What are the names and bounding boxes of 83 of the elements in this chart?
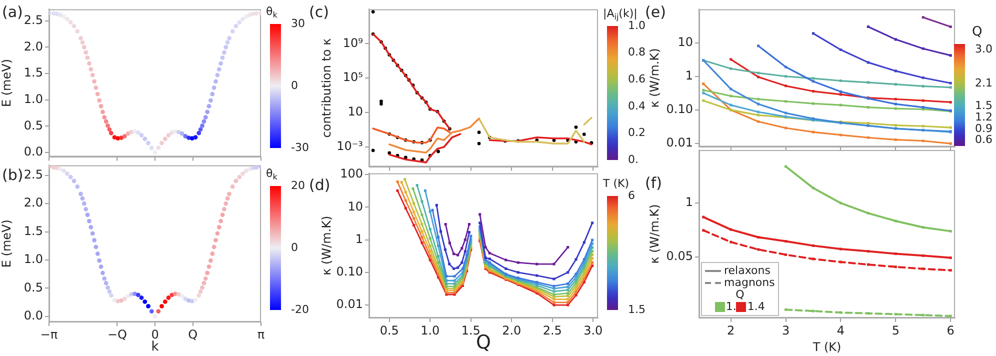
color-bar-label: 6 bbox=[628, 188, 635, 202]
color-bar-label: 3.0 bbox=[975, 42, 992, 56]
y-axis-title: κ (W/m.K) bbox=[647, 204, 662, 264]
y-tick-label: 1.5 bbox=[24, 224, 43, 238]
chart-title: (d) bbox=[309, 176, 330, 194]
y-tick-label: 0.5 bbox=[24, 280, 43, 294]
y-tick-label: 0.01 bbox=[666, 136, 693, 150]
color-bar-label: 0.4 bbox=[628, 99, 646, 112]
color-bar-label: 0.6 bbox=[975, 133, 992, 146]
y-tick-label: 10⁵ bbox=[342, 70, 364, 84]
y-tick-label: 2.5 bbox=[24, 167, 43, 182]
color-bar-label: 0.9 bbox=[975, 122, 992, 135]
x-tick-label: 3 bbox=[782, 323, 790, 338]
x-axis-title: k bbox=[151, 340, 160, 355]
color-bar-label: 1.5 bbox=[628, 302, 646, 316]
x-tick-label: 2.0 bbox=[502, 323, 522, 338]
x-tick-label: 6 bbox=[946, 323, 954, 338]
color-bar-label: 0 bbox=[291, 240, 298, 254]
y-axis-title: contribution to κ bbox=[319, 38, 334, 138]
y-tick-label: 2.0 bbox=[24, 196, 43, 210]
legend-label: 1.4 bbox=[747, 300, 765, 313]
y-axis-title: κ (W/m.K) bbox=[319, 216, 334, 276]
y-tick-label: 0.01 bbox=[336, 297, 363, 312]
y-tick-label: 0.10 bbox=[336, 264, 363, 279]
y-tick-label: 1.0 bbox=[24, 92, 43, 106]
y-tick-label: 1 bbox=[685, 68, 693, 82]
legend-title: Q bbox=[736, 288, 744, 301]
y-tick-label: 10⁻³ bbox=[336, 139, 364, 154]
x-axis-title: T (K) bbox=[812, 340, 842, 354]
color-bar-label: 1.5 bbox=[975, 99, 992, 112]
chart-title: (c) bbox=[309, 3, 329, 21]
x-tick-label: 4 bbox=[836, 323, 845, 338]
color-bar-label: 0 bbox=[291, 78, 298, 92]
y-tick-label: 2.0 bbox=[24, 39, 43, 54]
y-axis-title: E (meV) bbox=[0, 220, 14, 268]
color-bar-label: 0. bbox=[628, 152, 638, 166]
x-tick-label: 0.5 bbox=[380, 323, 399, 338]
annotation: magnons bbox=[724, 276, 775, 289]
annotation: relaxons bbox=[724, 264, 770, 277]
y-tick-label: 1.0 bbox=[24, 252, 43, 266]
y-axis-title: κ (W/m.K) bbox=[647, 48, 662, 108]
x-tick-label: 3.0 bbox=[584, 323, 603, 338]
color-bar-label: 0.2 bbox=[628, 126, 646, 140]
y-tick-label: 1 bbox=[355, 232, 363, 246]
color-bar-label: -30 bbox=[291, 140, 309, 154]
color-bar-label: 0.8 bbox=[628, 46, 646, 59]
x-tick-label: π bbox=[257, 327, 265, 342]
x-tick-label: −π bbox=[40, 327, 58, 342]
x-tick-label: −Q bbox=[107, 327, 127, 342]
y-tick-label: 10⁹ bbox=[342, 36, 364, 50]
color-bar-label: 0.6 bbox=[628, 72, 646, 86]
y-tick-label: 10 bbox=[678, 34, 693, 49]
x-tick-label: 1.0 bbox=[420, 323, 440, 338]
x-tick-label: Q bbox=[188, 327, 198, 342]
color-bar-label: 1.0 bbox=[628, 18, 646, 32]
color-bar-label: -20 bbox=[291, 302, 309, 316]
chart-title: (b) bbox=[2, 166, 24, 184]
y-tick-label: 0.5 bbox=[24, 118, 43, 132]
y-tick-label: 2.5 bbox=[24, 12, 43, 27]
y-tick-label: 10 bbox=[348, 199, 363, 214]
text: (f) bbox=[645, 174, 662, 192]
y-tick-label: 0.0 bbox=[24, 144, 43, 159]
y-tick-label: 1.5 bbox=[24, 66, 43, 80]
color-bar-label: 20 bbox=[291, 178, 305, 192]
y-tick-label: 0.05 bbox=[666, 249, 693, 264]
legend-label: 1. bbox=[726, 300, 736, 313]
y-axis-title: E (meV) bbox=[0, 58, 14, 108]
x-tick-label: 0 bbox=[151, 327, 159, 342]
y-tick-label: 1 bbox=[685, 195, 693, 210]
x-tick-label: 2.5 bbox=[542, 323, 562, 338]
color-bar-title: Q bbox=[972, 24, 982, 40]
chart-title: (a) bbox=[2, 3, 23, 21]
y-tick-label: 0.0 bbox=[24, 308, 43, 322]
color-bar-label: 1.2 bbox=[975, 110, 992, 124]
color-bar-label: 2.1 bbox=[975, 76, 992, 90]
color-bar-label: 30 bbox=[291, 16, 305, 30]
y-tick-label: 0.10 bbox=[666, 102, 693, 116]
x-tick-label: 2 bbox=[727, 323, 735, 338]
x-tick-label: 5 bbox=[892, 323, 900, 338]
y-tick-label: 100 bbox=[340, 166, 363, 181]
color-bar-title: T (K) bbox=[602, 176, 630, 190]
chart-title: (e) bbox=[645, 3, 666, 21]
y-tick-label: 10 bbox=[348, 104, 363, 119]
